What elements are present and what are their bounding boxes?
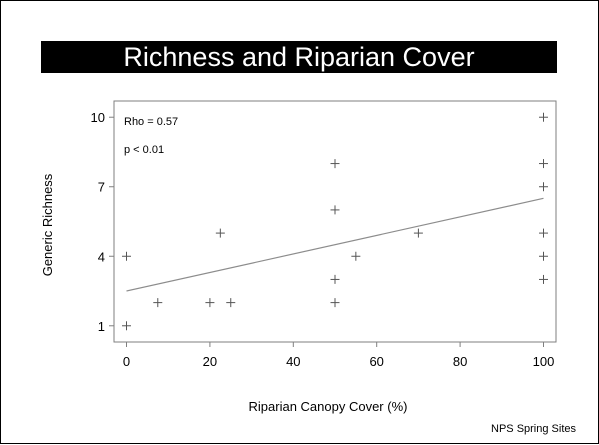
data-point (122, 251, 132, 261)
x-tick-label: 100 (533, 354, 555, 369)
data-point (538, 112, 548, 122)
x-tick-label: 80 (453, 354, 467, 369)
data-point (205, 298, 215, 308)
x-tick-label: 20 (203, 354, 217, 369)
data-point (351, 251, 361, 261)
y-tick-label: 4 (98, 249, 105, 264)
y-tick-label: 1 (98, 319, 105, 334)
data-point (413, 228, 423, 238)
data-point (538, 274, 548, 284)
y-tick-label: 10 (91, 110, 105, 125)
data-point (215, 228, 225, 238)
regression-line (126, 197, 544, 292)
plot-frame (113, 100, 557, 343)
x-axis: 0 20 40 60 80 100 (123, 342, 554, 369)
rho-annotation: Rho = 0.57 (124, 116, 178, 128)
data-point (122, 321, 132, 331)
data-point (330, 205, 340, 215)
slide-title: Richness and Riparian Cover (41, 41, 557, 73)
data-points (122, 112, 548, 331)
y-tick-label: 7 (98, 180, 105, 195)
y-axis: 1 4 7 10 (91, 110, 114, 334)
footer-source: NPS Spring Sites (491, 423, 576, 435)
data-point (538, 251, 548, 261)
data-point (538, 228, 548, 238)
p-value-annotation: p < 0.01 (124, 144, 164, 156)
data-point (538, 159, 548, 169)
data-point (330, 298, 340, 308)
x-tick-label: 40 (286, 354, 300, 369)
x-tick-label: 0 (123, 354, 130, 369)
x-tick-label: 60 (369, 354, 383, 369)
data-point (330, 274, 340, 284)
y-axis-label: Generic Richness (40, 173, 55, 276)
data-point (538, 182, 548, 192)
x-axis-label: Riparian Canopy Cover (%) (249, 399, 408, 414)
data-point (330, 159, 340, 169)
data-point (153, 298, 163, 308)
data-point (226, 298, 236, 308)
